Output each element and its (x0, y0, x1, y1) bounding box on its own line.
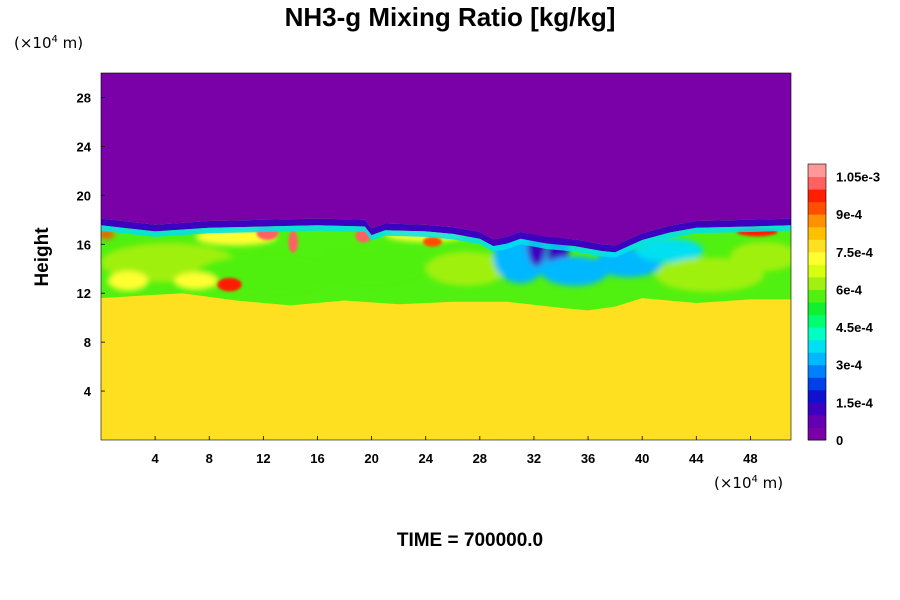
field-patch (101, 230, 115, 239)
y-unit-exponent: 4 (52, 34, 58, 45)
colorbar-ticks: 0 1.5e-4 3e-4 4.5e-4 6e-4 7.5e-4 9e-4 1.05e-3 (836, 170, 880, 448)
chart-title: NH3-g Mixing Ratio [kg/kg] (284, 2, 616, 32)
y-tick-label: 4 (84, 384, 92, 399)
field-patch (425, 251, 507, 286)
field-patch (195, 255, 331, 295)
colorbar-segment (808, 226, 826, 240)
field-patch (317, 249, 426, 284)
x-unit-prefix: (×10 (714, 474, 752, 492)
colorbar-segment (808, 164, 826, 178)
x-tick-label: 32 (527, 451, 541, 466)
field-patch (540, 256, 609, 286)
colorbar-segment (808, 389, 826, 403)
colorbar-segment (808, 327, 826, 341)
heatmap-field (101, 73, 791, 440)
colorbar-segment (808, 201, 826, 215)
colorbar-frame (807, 163, 827, 441)
x-tick-label: 28 (473, 451, 487, 466)
field-patch (288, 230, 298, 253)
colorbar-segment (808, 289, 826, 303)
x-tick-label: 20 (364, 451, 378, 466)
x-tick-label: 40 (635, 451, 649, 466)
plot-frame (100, 72, 792, 441)
lower-layer (101, 293, 791, 440)
field-patch (423, 236, 442, 247)
colorbar-tick-label: 4.5e-4 (836, 320, 874, 335)
y-tick-label: 20 (77, 188, 91, 203)
colorbar-segment (808, 414, 826, 428)
colorbar-tick-label: 6e-4 (836, 282, 863, 297)
top-gradient-band-inner (101, 225, 791, 258)
field-patch (635, 238, 704, 263)
colorbar-segment (808, 302, 826, 316)
time-label: TIME = 700000.0 (396, 530, 544, 551)
field-patch (107, 271, 149, 291)
x-tick-label: 4 (152, 451, 160, 466)
x-tick-label: 36 (581, 451, 595, 466)
x-tick-label: 24 (418, 451, 433, 466)
field-patch (174, 272, 218, 290)
y-tick-label: 8 (84, 335, 91, 350)
colorbar-tick-label: 7.5e-4 (836, 245, 874, 260)
colorbar-segment (808, 339, 826, 353)
y-axis-ticks: 4 8 12 16 20 24 28 (77, 90, 105, 399)
x-unit-suffix: m) (758, 474, 783, 492)
x-tick-label: 48 (743, 451, 757, 466)
field-patch (730, 241, 791, 272)
field-patch (217, 277, 242, 292)
x-axis-unit: (×104 m) (714, 474, 783, 492)
colorbar-segment (808, 189, 826, 203)
field-patch (655, 257, 764, 292)
x-axis-ticks: 4 8 12 16 20 24 28 32 36 40 44 48 (152, 436, 758, 466)
y-axis-label: Height (32, 227, 53, 287)
colorbar-segment (808, 176, 826, 190)
top-gradient-band (101, 218, 791, 253)
x-tick-label: 44 (689, 451, 704, 466)
y-unit-suffix: m) (58, 34, 83, 52)
upper-layer (101, 73, 791, 246)
colorbar-segment (808, 314, 826, 328)
y-unit-prefix: (×10 (14, 34, 52, 52)
colorbar-tick-label: 1.5e-4 (836, 395, 874, 410)
y-tick-label: 28 (77, 90, 91, 105)
colorbar-segment (808, 352, 826, 366)
x-tick-label: 16 (310, 451, 324, 466)
x-tick-label: 8 (206, 451, 213, 466)
y-tick-label: 24 (77, 139, 92, 154)
colorbar-tick-label: 0 (836, 433, 843, 448)
colorbar-segment (808, 427, 826, 441)
x-unit-exponent: 4 (752, 474, 758, 485)
x-tick-label: 12 (256, 451, 270, 466)
colorbar-segment (808, 239, 826, 253)
colorbar-segment (808, 377, 826, 391)
colorbar-tick-label: 3e-4 (836, 358, 863, 373)
colorbar-segment (808, 364, 826, 378)
colorbar-segment (808, 264, 826, 278)
colorbar-tick-label: 1.05e-3 (836, 170, 880, 185)
y-axis-unit: (×104 m) (14, 34, 83, 52)
colorbar-segment (808, 402, 826, 416)
colorbar-segment (808, 251, 826, 265)
colorbar-segment (808, 276, 826, 290)
colorbar-tick-label: 9e-4 (836, 207, 863, 222)
y-tick-label: 12 (77, 286, 91, 301)
colorbar (807, 163, 827, 441)
colorbar-segment (808, 214, 826, 228)
y-tick-label: 16 (77, 237, 91, 252)
